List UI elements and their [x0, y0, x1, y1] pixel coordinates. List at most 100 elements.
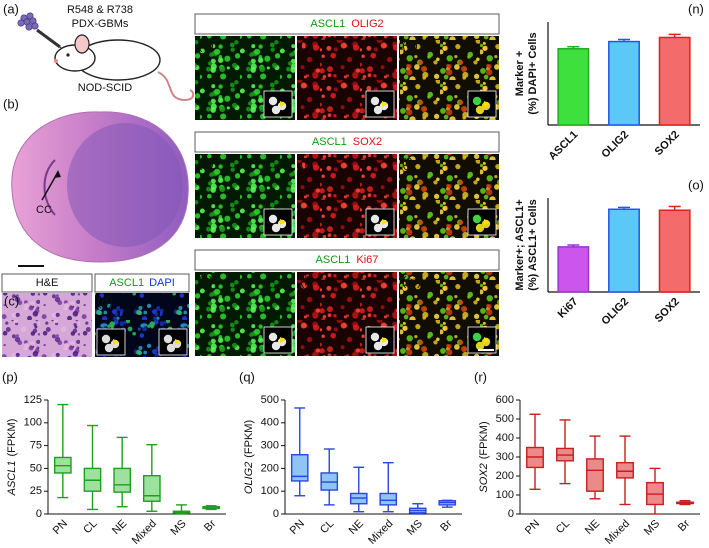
y-tick-label: 100	[24, 417, 42, 429]
inset-cell	[271, 105, 281, 115]
panel-label: (j)	[402, 155, 414, 170]
panel-header	[194, 131, 500, 153]
box	[113, 467, 132, 493]
y-axis-label: Marker+; ASCL1+	[514, 199, 526, 290]
y-tick-label: 75	[30, 440, 42, 452]
inset-cell	[101, 334, 111, 344]
cell	[17, 19, 25, 27]
arrowhead	[175, 339, 181, 345]
x-tick-label: Mixed	[130, 518, 159, 547]
box	[616, 462, 634, 479]
x-tick-label: CL	[81, 518, 99, 536]
gene-name: OLIG2	[243, 462, 255, 494]
panel-label: (k)	[198, 273, 213, 288]
panel-label: (o)	[688, 177, 704, 192]
inset-cell	[475, 105, 485, 115]
inset-cell	[271, 223, 281, 233]
box	[379, 492, 398, 506]
syringe	[36, 28, 61, 49]
x-tick-label: Ki67	[556, 296, 581, 321]
bar	[658, 36, 691, 126]
x-tick-label: ASCL1	[547, 129, 581, 163]
arrow-head	[54, 170, 61, 178]
arrowhead	[280, 101, 286, 107]
x-tick-label: Br	[676, 517, 693, 534]
y-tick-label: 0	[508, 508, 514, 520]
stain-label: H&E	[36, 277, 59, 289]
stain-name: OLIG2	[351, 18, 383, 30]
inset-cell	[472, 332, 482, 342]
x-tick-label: OLIG2	[599, 296, 631, 328]
gene-name: SOX2	[478, 463, 490, 492]
arrowhead	[484, 337, 490, 343]
bar	[658, 209, 691, 293]
y-tick-label: 200	[261, 462, 279, 474]
x-tick-label: NE	[583, 518, 602, 537]
inset-cell	[370, 332, 380, 342]
box	[142, 474, 161, 502]
panel-label: (c)	[4, 293, 19, 308]
panel-label: (f)	[300, 37, 312, 52]
inset-cell	[268, 96, 278, 106]
y-tick-label: 25	[30, 485, 42, 497]
inset-cell	[268, 332, 278, 342]
inset-cell	[472, 96, 482, 106]
mouse-nose	[54, 59, 58, 63]
inset-cell	[373, 341, 383, 351]
y-tick-label: 125	[24, 394, 42, 406]
stain-name: ASCL1	[316, 254, 351, 266]
arrowhead	[382, 219, 388, 225]
y-tick-label: 100	[496, 489, 514, 501]
inset-cell	[104, 343, 114, 353]
mouse-tail	[157, 71, 195, 102]
arrowhead	[113, 339, 119, 345]
inset-cell	[373, 223, 383, 233]
arrowhead	[280, 337, 286, 343]
x-tick-label: PN	[288, 518, 307, 537]
inset-cell	[370, 96, 380, 106]
panel-header	[1, 273, 93, 293]
x-tick-label: NE	[110, 518, 129, 537]
stain-name: ASCL1	[312, 136, 347, 148]
bar	[557, 48, 590, 126]
cell	[31, 22, 39, 30]
y-tick-label: 300	[261, 440, 279, 452]
panel-label: (p)	[2, 369, 18, 384]
stain-name: ASCL1	[109, 277, 144, 289]
panel-label: (b)	[3, 96, 19, 111]
y-tick-label: 400	[261, 417, 279, 429]
x-tick-label: PN	[523, 518, 542, 537]
inset-cell	[268, 214, 278, 224]
x-tick-label: OLIG2	[599, 129, 631, 161]
x-tick-label: Mixed	[366, 518, 395, 547]
y-axis-label: ASCL1 (FPKM)	[6, 419, 18, 497]
panel-label: (r)	[474, 369, 487, 384]
x-tick-label: CL	[554, 518, 572, 536]
stain-name: Ki67	[356, 254, 378, 266]
inset-cell	[472, 214, 482, 224]
x-tick-label: CL	[318, 518, 336, 536]
bar	[608, 40, 640, 126]
arrowhead	[280, 219, 286, 225]
ventricle	[43, 159, 56, 216]
stain-label: ASCL1 Ki67	[316, 254, 379, 266]
bar	[557, 246, 590, 293]
annotation: PDX-GBMs	[72, 18, 129, 30]
y-axis-label: Marker +	[514, 51, 526, 97]
stain-name: SOX2	[353, 136, 382, 148]
inset-cell	[475, 341, 485, 351]
panel-label: (e)	[198, 37, 214, 52]
gene-name: ASCL1	[6, 461, 18, 497]
y-tick-label: 100	[261, 485, 279, 497]
inset-cell	[475, 223, 485, 233]
y-tick-label: 600	[496, 394, 514, 406]
y-tick-label: 50	[30, 462, 42, 474]
x-tick-label: SOX2	[653, 129, 682, 158]
arrowhead	[382, 337, 388, 343]
panel-label: (g)	[402, 37, 418, 52]
y-axis-label: SOX2 (FPKM)	[478, 421, 490, 492]
inset-cell	[370, 214, 380, 224]
panel-label: (a)	[3, 1, 19, 16]
